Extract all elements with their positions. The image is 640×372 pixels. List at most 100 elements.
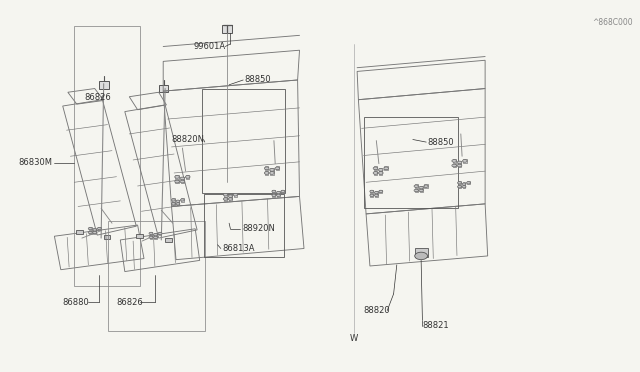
Circle shape [154, 236, 157, 238]
Circle shape [233, 193, 237, 196]
Circle shape [176, 200, 180, 202]
Text: 88920N: 88920N [242, 224, 275, 233]
Bar [93, 228, 96, 231]
Bar [265, 171, 268, 175]
Bar [180, 176, 184, 180]
Bar [154, 233, 157, 236]
Text: 88821: 88821 [422, 321, 449, 330]
Circle shape [93, 231, 97, 234]
Bar [375, 191, 378, 194]
Text: 86813A: 86813A [223, 244, 255, 253]
Circle shape [275, 167, 280, 170]
Circle shape [281, 190, 285, 193]
Circle shape [149, 236, 153, 238]
Bar [458, 164, 461, 167]
Bar [177, 202, 179, 205]
Bar [186, 175, 189, 179]
Bar [463, 185, 465, 188]
Text: 88820: 88820 [364, 306, 390, 315]
Text: 99601A: 99601A [193, 42, 225, 51]
Text: 86830M: 86830M [18, 158, 52, 167]
Circle shape [374, 192, 378, 194]
Text: W: W [350, 334, 358, 343]
Bar [89, 227, 92, 230]
Bar [424, 185, 428, 188]
Circle shape [180, 180, 185, 183]
Text: ^868C000: ^868C000 [592, 18, 632, 27]
Bar [177, 200, 179, 203]
Circle shape [272, 190, 276, 193]
Bar [374, 171, 377, 175]
Bar [458, 185, 461, 188]
Circle shape [223, 193, 228, 196]
Circle shape [379, 190, 383, 193]
Bar [452, 159, 456, 163]
Bar [76, 230, 83, 234]
Circle shape [180, 199, 184, 201]
Bar [273, 190, 275, 193]
Text: 86826: 86826 [84, 93, 111, 102]
Circle shape [269, 169, 275, 171]
Circle shape [419, 189, 423, 192]
Circle shape [378, 171, 383, 174]
Circle shape [378, 169, 383, 171]
Bar [234, 193, 237, 196]
Circle shape [172, 199, 175, 201]
Circle shape [452, 164, 456, 167]
Circle shape [154, 234, 157, 236]
Bar [229, 195, 232, 198]
Bar [420, 186, 422, 189]
Bar [202, 89, 285, 193]
Bar [277, 194, 280, 197]
Circle shape [370, 190, 374, 193]
Bar [224, 197, 227, 201]
Bar [265, 166, 268, 170]
Circle shape [175, 176, 179, 178]
Bar [159, 85, 168, 92]
Text: 88820N: 88820N [172, 135, 205, 144]
Circle shape [93, 229, 97, 231]
Circle shape [228, 198, 232, 200]
Circle shape [458, 186, 461, 188]
Circle shape [467, 182, 470, 184]
Circle shape [186, 176, 190, 178]
Circle shape [462, 183, 466, 185]
Bar [379, 168, 383, 172]
Bar [458, 160, 461, 164]
Circle shape [269, 171, 275, 174]
Circle shape [149, 232, 153, 235]
Bar [380, 190, 382, 193]
Circle shape [373, 171, 378, 174]
Bar [276, 166, 279, 170]
Circle shape [176, 203, 180, 205]
Circle shape [384, 167, 388, 170]
Circle shape [264, 171, 269, 174]
Circle shape [276, 194, 280, 196]
Circle shape [223, 198, 228, 200]
Bar [415, 189, 418, 192]
Bar [379, 171, 383, 175]
Circle shape [88, 231, 92, 234]
Bar [89, 231, 92, 234]
Bar [452, 164, 456, 167]
Bar [172, 198, 175, 202]
Circle shape [415, 252, 428, 260]
Bar [204, 194, 284, 257]
Text: 86880: 86880 [63, 298, 90, 307]
Text: 86826: 86826 [116, 298, 143, 307]
Bar [463, 159, 467, 163]
Bar [108, 221, 205, 331]
Bar [180, 180, 184, 183]
Circle shape [88, 227, 92, 230]
Circle shape [463, 160, 467, 162]
Bar [104, 235, 110, 239]
Bar [150, 236, 152, 239]
Circle shape [373, 167, 378, 170]
Bar [154, 236, 157, 239]
Bar [277, 191, 280, 194]
Bar [420, 189, 422, 192]
Bar [222, 25, 232, 33]
Bar [273, 194, 275, 197]
Circle shape [276, 192, 280, 194]
Bar [371, 190, 373, 193]
